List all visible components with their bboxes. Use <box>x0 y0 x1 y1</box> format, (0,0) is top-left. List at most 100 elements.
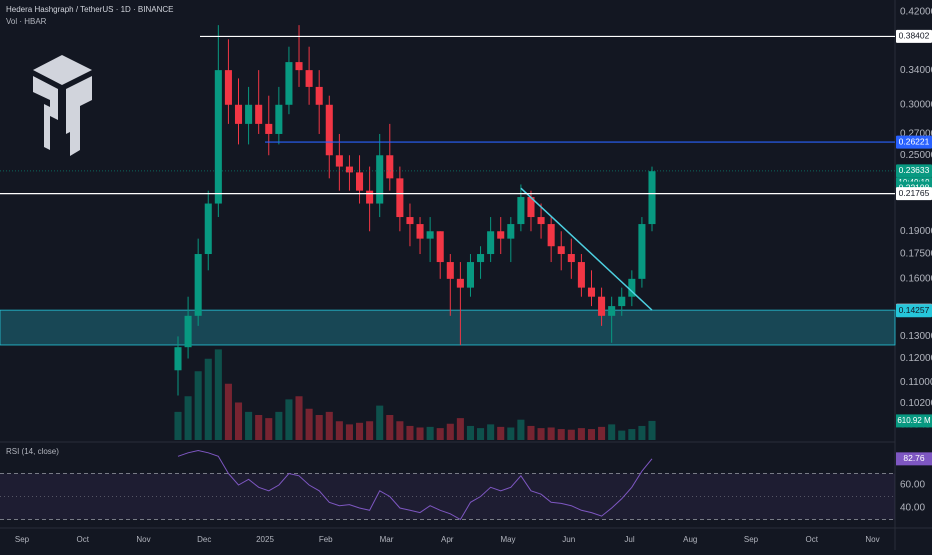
volume-bar <box>386 415 394 440</box>
volume-bar <box>184 396 192 440</box>
volume-label-bg <box>896 414 932 428</box>
volume-bar <box>315 415 323 440</box>
volume-bar <box>608 424 616 440</box>
x-tick-label: Apr <box>441 535 454 544</box>
candle-body <box>577 262 585 288</box>
volume-bar <box>567 429 575 440</box>
candle-body <box>345 166 353 173</box>
x-tick-label: Nov <box>865 535 879 544</box>
volume-bar <box>406 425 414 440</box>
x-tick-label: Dec <box>197 535 211 544</box>
volume-bar <box>255 415 263 440</box>
x-tick-label: Jun <box>562 535 575 544</box>
volume-bar <box>598 426 606 440</box>
rsi-tick-label: 40.00 <box>900 503 925 514</box>
candle-body <box>527 197 535 218</box>
volume-bar <box>547 427 555 440</box>
level-label-bg <box>896 164 932 178</box>
candle-body <box>245 104 253 124</box>
chart-subtitle: Vol · HBAR <box>6 17 47 26</box>
volume-bar <box>275 411 283 440</box>
volume-bar <box>416 427 424 440</box>
candle-body <box>315 86 323 105</box>
candle-body <box>265 123 273 134</box>
chart-title: Hedera Hashgraph / TetherUS · 1D · BINAN… <box>6 5 173 14</box>
rsi-label-bg <box>896 452 932 466</box>
volume-bar <box>557 429 565 440</box>
logo-right <box>66 76 92 156</box>
volume-bar <box>507 427 515 440</box>
volume-bar <box>426 426 434 440</box>
x-tick-label: Oct <box>806 535 819 544</box>
candle-body <box>376 155 384 204</box>
candle-body <box>487 231 495 255</box>
x-tick-label: Sep <box>15 535 30 544</box>
volume-bar <box>335 421 343 440</box>
x-tick-label: Aug <box>683 535 697 544</box>
candle-body <box>648 171 656 225</box>
rsi-title: RSI (14, close) <box>6 447 59 456</box>
volume-bar <box>487 424 495 440</box>
volume-bar <box>527 425 535 440</box>
candle-body <box>386 155 394 179</box>
level-label: 0.23633 <box>899 165 930 175</box>
volume-bar <box>517 419 525 440</box>
candle-body <box>497 231 505 239</box>
candle-body <box>446 262 454 279</box>
rsi-label: 82.76 <box>903 453 925 463</box>
candle-body <box>255 104 263 124</box>
logo-left <box>33 76 58 120</box>
volume-bar <box>587 429 596 440</box>
x-tick-label: Nov <box>136 535 150 544</box>
volume-bar <box>537 428 545 440</box>
volume-bar <box>325 411 333 440</box>
candle-body <box>537 217 545 225</box>
x-tick-label: Feb <box>319 535 333 544</box>
candle-body <box>557 246 565 255</box>
logo-top <box>33 55 92 85</box>
candle-body <box>436 231 444 263</box>
level-label: 0.14257 <box>899 305 930 315</box>
y-tick-label: 0.11000 <box>900 377 932 388</box>
candle-body <box>466 262 474 288</box>
level-label: 0.26221 <box>899 136 930 146</box>
candle-body <box>335 155 343 167</box>
candle-body <box>416 224 424 239</box>
candle-body <box>598 296 606 316</box>
volume-bar <box>456 418 464 440</box>
rsi-tick-label: 60.00 <box>900 480 925 491</box>
volume-bar <box>194 371 202 440</box>
candle-body <box>547 224 555 247</box>
x-tick-label: Jul <box>624 535 634 544</box>
candle-body <box>396 178 404 218</box>
volume-bar <box>466 425 474 440</box>
level-label: 0.38402 <box>899 31 930 41</box>
y-tick-label: 0.10200 <box>900 398 932 409</box>
x-tick-label: May <box>500 535 515 544</box>
logo-stem <box>44 104 50 150</box>
volume-bar <box>245 411 253 440</box>
volume-bar <box>396 421 404 440</box>
candle-body <box>618 296 626 307</box>
volume-bar <box>214 349 222 440</box>
candle-body <box>366 190 374 204</box>
candle-body <box>507 224 515 239</box>
x-tick-label: 2025 <box>256 535 274 544</box>
x-tick-label: Mar <box>380 535 394 544</box>
logo <box>33 55 92 156</box>
candle-body <box>174 347 182 371</box>
candle-body <box>638 224 646 279</box>
level-label-bg <box>896 304 932 318</box>
candle-body <box>325 104 333 156</box>
candle-body <box>295 62 303 71</box>
volume-bar <box>477 428 485 440</box>
